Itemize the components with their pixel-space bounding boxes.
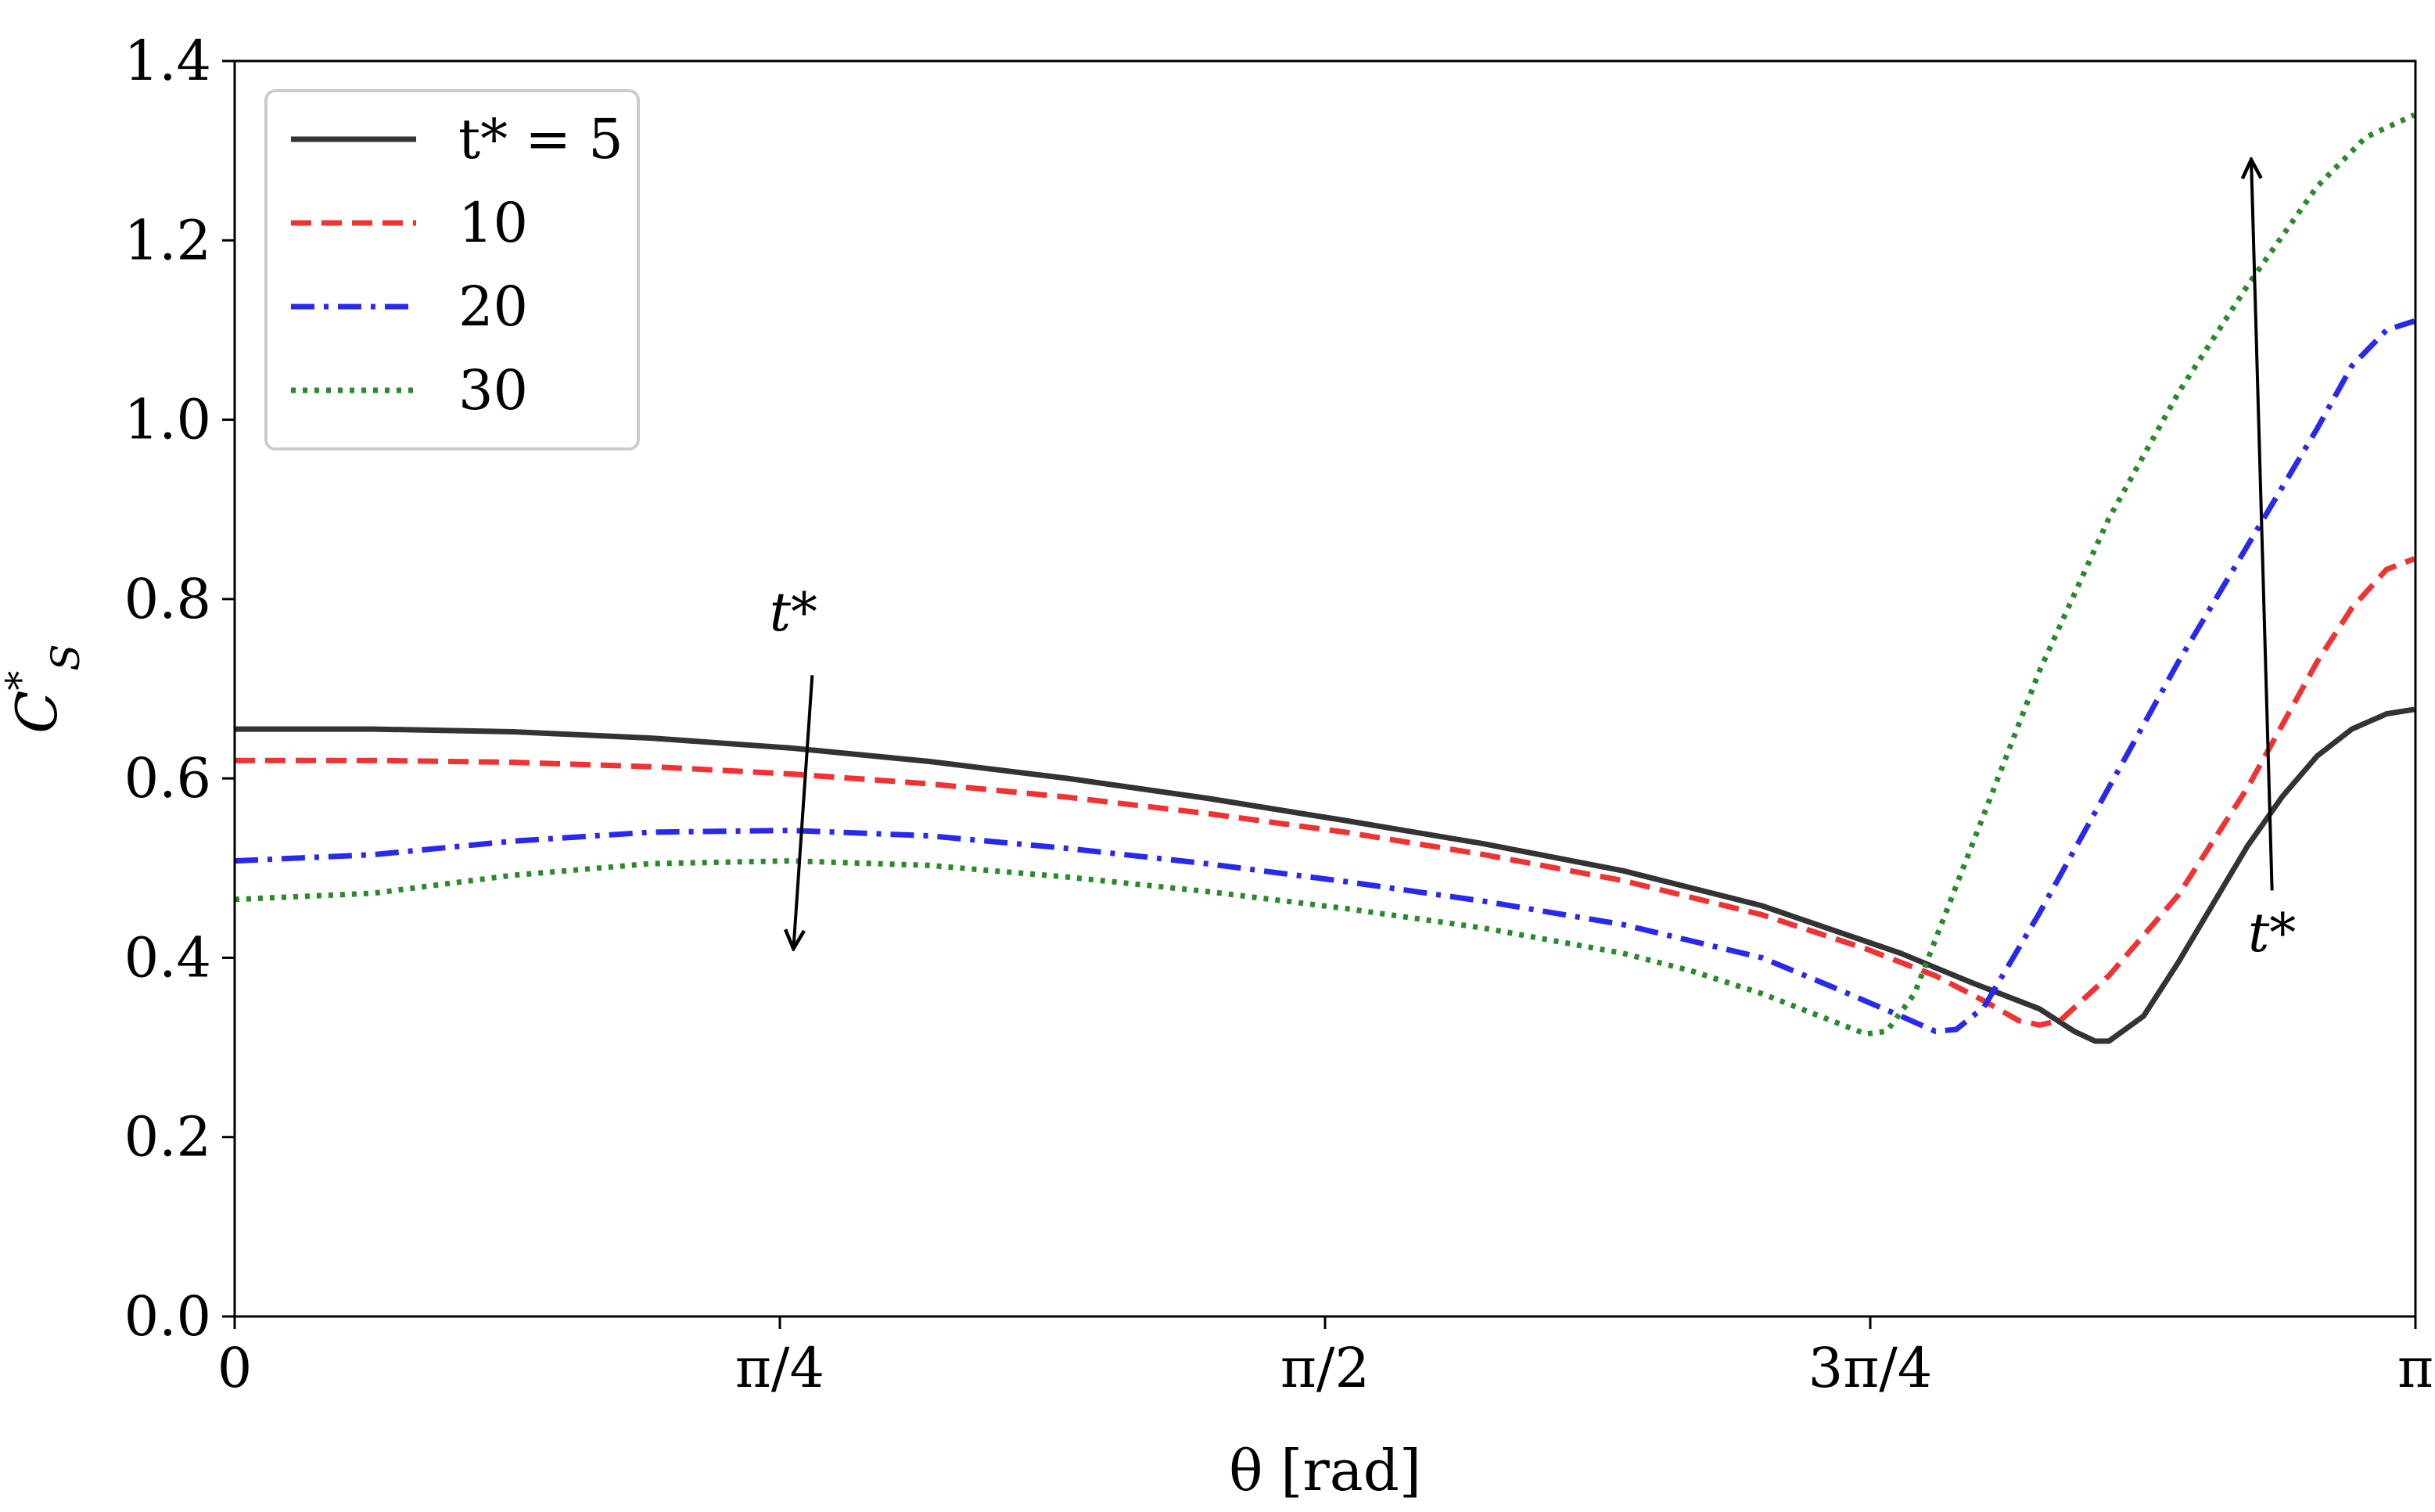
x-tick-label: π/2 [1280, 1336, 1370, 1400]
x-tick-label: π/4 [735, 1336, 824, 1400]
annotation-arrow-up [2251, 160, 2274, 891]
y-tick-label: 1.2 [124, 208, 211, 272]
plot-frame [233, 59, 2417, 1318]
y-tick-label: 0.0 [124, 1284, 211, 1349]
legend-label-0: t* = 5 [458, 107, 623, 171]
y-tick-label: 1.0 [124, 388, 211, 452]
x-axis-title: θ [rad] [1229, 1438, 1421, 1503]
y-tick-label: 0.6 [124, 746, 211, 810]
legend-label-2: 20 [458, 275, 528, 339]
y-tick-label: 0.2 [124, 1105, 211, 1169]
legend-box [264, 89, 640, 451]
annotations: t* t* [770, 160, 2296, 964]
series-line-1 [235, 556, 2415, 1028]
y-axis-title-main: C [4, 691, 70, 734]
annotation-label: t* [2248, 903, 2296, 964]
legend: t* = 5 10 20 30 [264, 89, 640, 451]
y-tick-label: 0.8 [124, 567, 211, 631]
series-line-0 [235, 706, 2415, 1044]
y-tick-label: 0.4 [124, 925, 211, 989]
annotation-arrow-down [793, 675, 814, 949]
axis-ticks: 0 π/4 π/2 3π/4 π 0.0 0.2 0.4 0.6 0.8 1.0 1.2 1.4 [124, 29, 2433, 1400]
x-tick-label: π [2397, 1336, 2433, 1400]
y-tick-label: 1.4 [124, 29, 211, 93]
legend-label-3: 30 [458, 358, 528, 422]
series-line-3 [234, 112, 2416, 1037]
annotation-label: t* [770, 582, 817, 644]
y-axis-title: C*S [0, 644, 88, 733]
y-axis-title-sub: S [43, 644, 88, 670]
y-axis-title-sup: * [0, 671, 43, 691]
x-tick-label: 0 [217, 1336, 253, 1400]
x-tick-label: 3π/4 [1808, 1336, 1933, 1400]
legend-label-1: 10 [458, 191, 528, 255]
series-line-2 [234, 318, 2415, 1034]
